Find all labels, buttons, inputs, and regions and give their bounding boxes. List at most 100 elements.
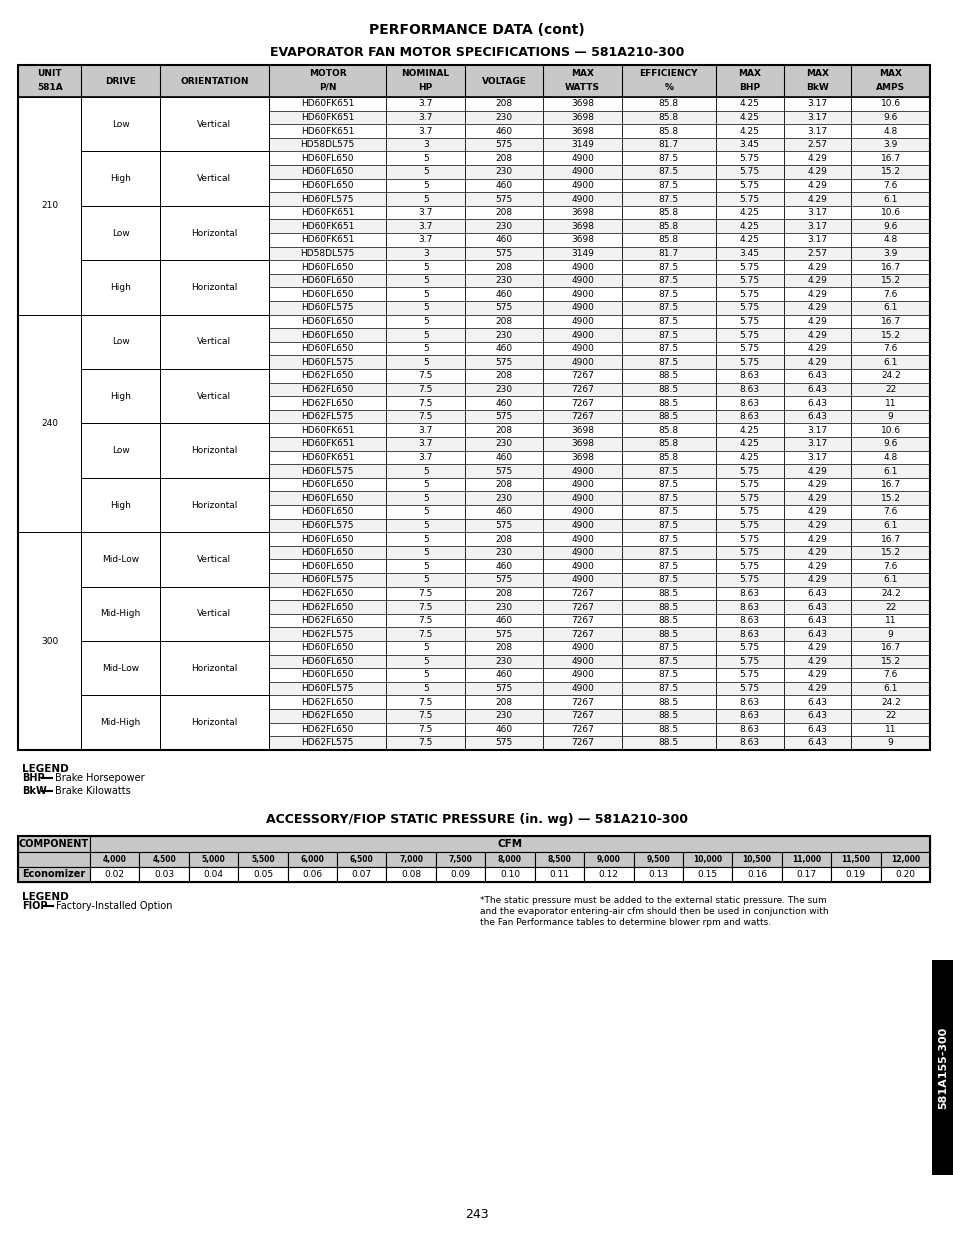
Bar <box>18 329 929 342</box>
Text: Low: Low <box>112 228 130 237</box>
Bar <box>18 587 929 600</box>
Text: 575: 575 <box>495 739 513 747</box>
Text: 0.15: 0.15 <box>697 869 717 879</box>
Bar <box>90 852 139 867</box>
Text: 87.5: 87.5 <box>658 576 679 584</box>
Text: 5: 5 <box>422 263 428 272</box>
Bar <box>18 233 929 247</box>
Text: HD60FL575: HD60FL575 <box>301 194 354 204</box>
Text: 4.29: 4.29 <box>807 548 826 557</box>
Text: 7267: 7267 <box>571 698 594 706</box>
Text: 3.7: 3.7 <box>418 222 433 231</box>
Bar <box>160 152 269 206</box>
Text: 87.5: 87.5 <box>658 194 679 204</box>
Text: 230: 230 <box>496 657 512 666</box>
Text: 8,000: 8,000 <box>497 855 521 863</box>
Text: 7.5: 7.5 <box>418 372 433 380</box>
Bar <box>18 478 929 492</box>
Text: 7.5: 7.5 <box>418 385 433 394</box>
Text: 87.5: 87.5 <box>658 467 679 475</box>
Text: HD60FL650: HD60FL650 <box>301 480 354 489</box>
Text: 88.5: 88.5 <box>658 399 679 408</box>
Text: 7267: 7267 <box>571 739 594 747</box>
Text: 7.5: 7.5 <box>418 630 433 638</box>
Bar <box>160 206 269 261</box>
Bar <box>81 152 160 206</box>
Text: 0.02: 0.02 <box>105 869 125 879</box>
Text: and the evaporator entering-air cfm should then be used in conjunction with: and the evaporator entering-air cfm shou… <box>479 906 828 916</box>
Text: 3.17: 3.17 <box>806 453 826 462</box>
Text: 85.8: 85.8 <box>658 453 679 462</box>
Bar <box>18 65 929 98</box>
Text: 3.7: 3.7 <box>418 426 433 435</box>
Text: 575: 575 <box>495 684 513 693</box>
Bar <box>18 573 929 587</box>
Text: MAX: MAX <box>805 69 828 79</box>
Bar <box>732 852 781 867</box>
Text: 7267: 7267 <box>571 725 594 734</box>
Text: Brake Horsepower: Brake Horsepower <box>55 773 145 783</box>
Text: 5.75: 5.75 <box>739 521 759 530</box>
Text: 4900: 4900 <box>571 290 594 299</box>
Bar <box>160 587 269 641</box>
Text: 3.17: 3.17 <box>806 440 826 448</box>
Text: 22: 22 <box>884 711 896 720</box>
Text: Mid-High: Mid-High <box>100 609 141 619</box>
Bar <box>90 867 139 882</box>
Text: 4.25: 4.25 <box>739 209 759 217</box>
Text: 4900: 4900 <box>571 345 594 353</box>
Text: 87.5: 87.5 <box>658 277 679 285</box>
Text: 4.25: 4.25 <box>739 126 759 136</box>
Text: 12,000: 12,000 <box>890 855 919 863</box>
Text: 5: 5 <box>422 345 428 353</box>
Text: 4.29: 4.29 <box>807 480 826 489</box>
Text: 16.7: 16.7 <box>880 480 900 489</box>
Bar <box>436 867 485 882</box>
Text: 88.5: 88.5 <box>658 412 679 421</box>
Text: 575: 575 <box>495 521 513 530</box>
Bar <box>18 179 929 193</box>
Text: 22: 22 <box>884 603 896 611</box>
Text: 87.5: 87.5 <box>658 331 679 340</box>
Text: AMPS: AMPS <box>875 83 904 91</box>
Text: 11,500: 11,500 <box>841 855 869 863</box>
Text: 6.43: 6.43 <box>806 698 826 706</box>
Bar <box>18 559 929 573</box>
Text: 6.43: 6.43 <box>806 589 826 598</box>
Bar <box>336 852 386 867</box>
Text: 5.75: 5.75 <box>739 194 759 204</box>
Text: 7267: 7267 <box>571 603 594 611</box>
Text: 87.5: 87.5 <box>658 494 679 503</box>
Text: 4.29: 4.29 <box>807 657 826 666</box>
Text: COMPONENT: COMPONENT <box>19 839 89 848</box>
Text: 0.19: 0.19 <box>845 869 865 879</box>
Text: 4.29: 4.29 <box>807 576 826 584</box>
Text: 9.6: 9.6 <box>882 112 897 122</box>
Bar <box>81 532 160 587</box>
Text: 3.17: 3.17 <box>806 236 826 245</box>
Text: HP: HP <box>418 83 433 91</box>
Text: 240: 240 <box>41 419 58 427</box>
Text: HD60FL650: HD60FL650 <box>301 548 354 557</box>
Text: EVAPORATOR FAN MOTOR SPECIFICATIONS — 581A210-300: EVAPORATOR FAN MOTOR SPECIFICATIONS — 58… <box>270 46 683 58</box>
Text: HD60FL650: HD60FL650 <box>301 643 354 652</box>
Text: HD60FL575: HD60FL575 <box>301 304 354 312</box>
Text: 88.5: 88.5 <box>658 616 679 625</box>
Text: HD62FL650: HD62FL650 <box>301 711 354 720</box>
Text: 0.17: 0.17 <box>796 869 816 879</box>
Bar <box>160 695 269 750</box>
Text: 3698: 3698 <box>571 236 594 245</box>
Text: 10.6: 10.6 <box>880 99 900 109</box>
Bar <box>18 836 929 882</box>
Text: 81.7: 81.7 <box>658 140 679 149</box>
Text: 3.17: 3.17 <box>806 99 826 109</box>
Text: HD60FL650: HD60FL650 <box>301 494 354 503</box>
Text: 0.04: 0.04 <box>203 869 223 879</box>
Text: 4.29: 4.29 <box>807 508 826 516</box>
Bar <box>160 98 269 152</box>
Text: 3.7: 3.7 <box>418 126 433 136</box>
Bar <box>18 519 929 532</box>
Text: 4900: 4900 <box>571 480 594 489</box>
Text: Mid-Low: Mid-Low <box>102 663 139 673</box>
Text: 87.5: 87.5 <box>658 304 679 312</box>
